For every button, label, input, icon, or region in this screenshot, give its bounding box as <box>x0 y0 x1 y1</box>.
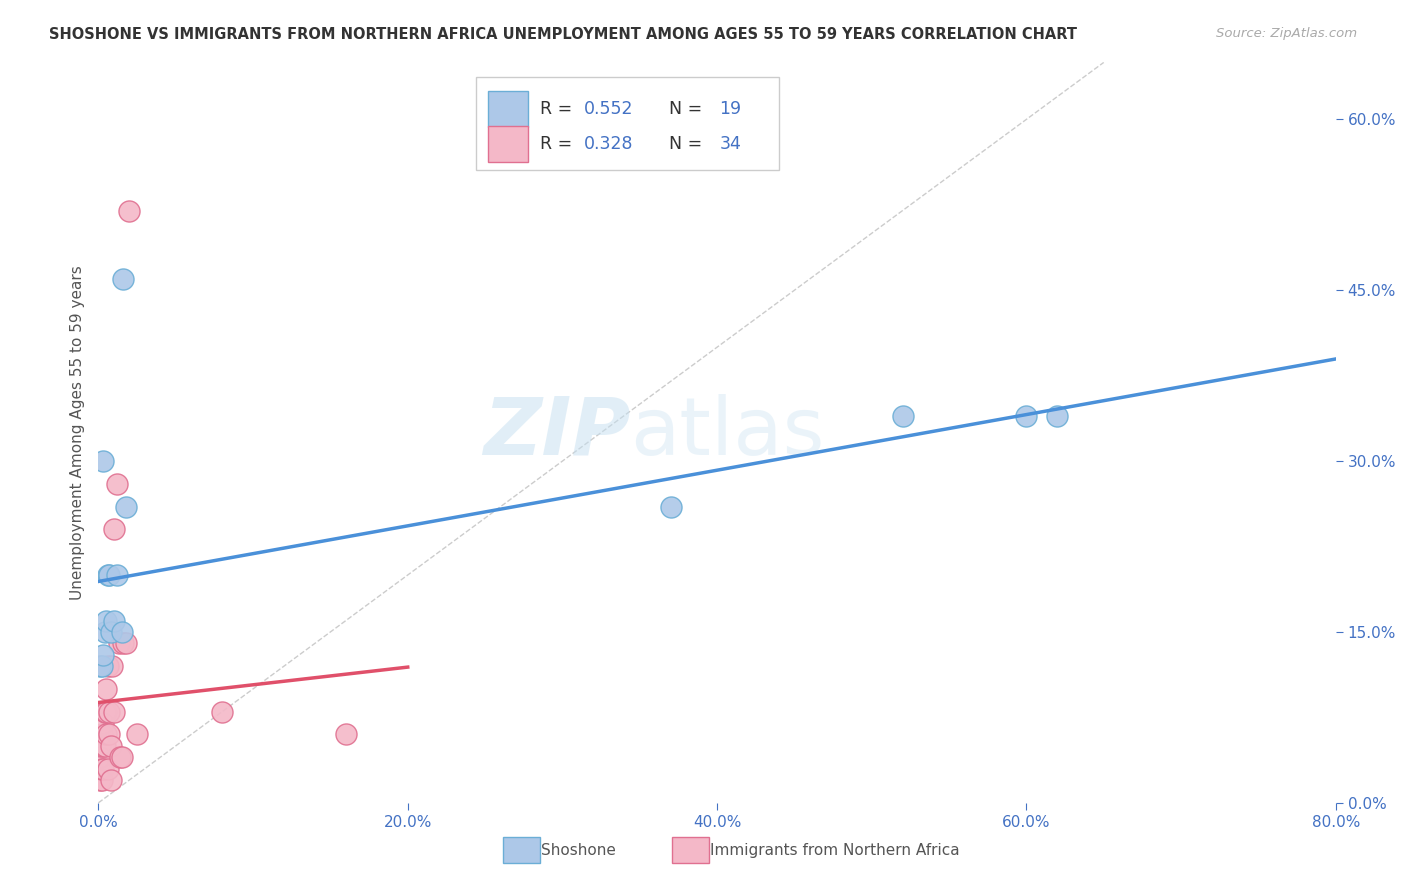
Y-axis label: Unemployment Among Ages 55 to 59 years: Unemployment Among Ages 55 to 59 years <box>69 265 84 600</box>
Point <box>91 762 114 776</box>
Point <box>100 739 122 753</box>
Point <box>93 705 115 719</box>
FancyBboxPatch shape <box>488 91 527 127</box>
Point <box>115 636 138 650</box>
Point <box>91 454 114 468</box>
Text: atlas: atlas <box>630 393 825 472</box>
Point <box>118 203 141 218</box>
Text: 19: 19 <box>720 100 741 118</box>
Point <box>93 624 115 639</box>
Point <box>91 648 114 662</box>
Point <box>97 762 120 776</box>
Point <box>1015 409 1038 423</box>
FancyBboxPatch shape <box>488 126 527 162</box>
Point <box>89 762 111 776</box>
Point <box>97 568 120 582</box>
Point <box>96 681 118 696</box>
Point <box>90 727 112 741</box>
Point <box>103 614 125 628</box>
Point <box>96 614 118 628</box>
Point <box>90 762 112 776</box>
Text: R =: R = <box>540 100 578 118</box>
Point <box>100 772 122 787</box>
Point <box>98 568 121 582</box>
Point <box>659 500 682 514</box>
Point <box>89 750 111 764</box>
Point <box>107 636 129 650</box>
Point <box>101 659 124 673</box>
Text: SHOSHONE VS IMMIGRANTS FROM NORTHERN AFRICA UNEMPLOYMENT AMONG AGES 55 TO 59 YEA: SHOSHONE VS IMMIGRANTS FROM NORTHERN AFR… <box>49 27 1077 42</box>
Point <box>103 705 125 719</box>
Point <box>111 750 132 764</box>
Text: Immigrants from Northern Africa: Immigrants from Northern Africa <box>710 843 960 857</box>
Text: ZIP: ZIP <box>484 393 630 472</box>
Point <box>98 727 121 741</box>
Point <box>97 659 120 673</box>
Point <box>112 272 135 286</box>
Point <box>96 727 118 741</box>
Point <box>89 772 111 787</box>
Text: Source: ZipAtlas.com: Source: ZipAtlas.com <box>1216 27 1357 40</box>
Point <box>90 772 112 787</box>
Point <box>115 500 138 514</box>
Point <box>103 523 125 537</box>
Point <box>90 659 112 673</box>
Text: 0.328: 0.328 <box>583 136 633 153</box>
Point <box>89 739 111 753</box>
Point <box>127 727 149 741</box>
Text: 34: 34 <box>720 136 741 153</box>
Point <box>108 750 131 764</box>
Text: N =: N = <box>658 136 707 153</box>
Point <box>89 659 111 673</box>
Point <box>105 568 128 582</box>
Text: N =: N = <box>658 100 707 118</box>
Point <box>112 636 135 650</box>
Point <box>111 624 132 639</box>
FancyBboxPatch shape <box>475 78 779 169</box>
Point <box>335 727 357 741</box>
Text: R =: R = <box>540 136 578 153</box>
Point <box>1046 409 1069 423</box>
Point <box>96 705 118 719</box>
Point <box>105 476 128 491</box>
Text: 0.552: 0.552 <box>583 100 633 118</box>
Point <box>91 739 114 753</box>
Point <box>100 624 122 639</box>
Point <box>93 739 115 753</box>
Point <box>211 705 233 719</box>
Text: Shoshone: Shoshone <box>541 843 616 857</box>
Point <box>891 409 914 423</box>
Point <box>98 705 121 719</box>
Point <box>91 716 114 731</box>
